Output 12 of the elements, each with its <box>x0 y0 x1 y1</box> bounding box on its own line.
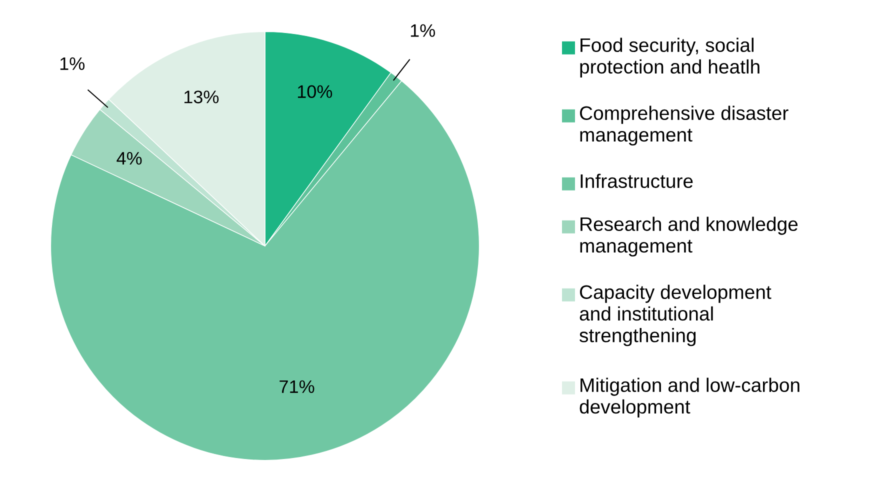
legend-label: Food security, social protection and heatlh <box>580 38 760 78</box>
data-label: 1% <box>410 24 436 37</box>
legend-label: Mitigation and low-carbon development <box>580 378 800 418</box>
legend-label: Comprehensive disaster management <box>580 106 788 146</box>
data-label: 1% <box>60 57 85 70</box>
legend-label: Infrastructure <box>580 174 693 188</box>
data-label: 10% <box>298 85 332 98</box>
data-label: 13% <box>184 90 219 104</box>
data-label: 4% <box>116 152 142 165</box>
legend-label: Capacity development and institutional strengthening <box>580 284 772 346</box>
data-label: 71% <box>280 380 314 393</box>
legend-label: Research and knowledge management <box>580 216 798 257</box>
